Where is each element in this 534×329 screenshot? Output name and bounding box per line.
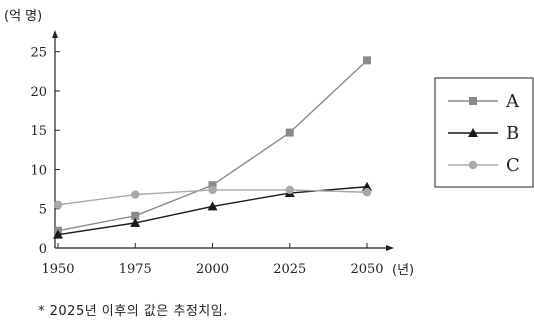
series-a-point xyxy=(131,211,140,220)
legend-item-a: A xyxy=(448,91,520,112)
legend-square-icon xyxy=(469,97,477,105)
y-tick-label: 0 xyxy=(39,242,47,257)
series-b-point xyxy=(207,201,218,211)
series-b-point xyxy=(53,229,63,239)
legend-label: A xyxy=(505,91,520,112)
footnote: * 2025년 이후의 값은 추정치임. xyxy=(38,304,228,319)
series-c xyxy=(53,185,372,210)
legend-item-b: B xyxy=(448,123,519,144)
series-b-point xyxy=(130,217,141,227)
y-tick-label: 25 xyxy=(30,46,47,61)
series-c-point xyxy=(362,188,372,197)
x-tick-label: 2025 xyxy=(273,262,306,277)
x-axis-arrow-icon xyxy=(386,245,394,251)
x-axis-unit-label: (년) xyxy=(392,263,414,278)
x-tick-label: 2050 xyxy=(350,262,383,277)
legend-triangle-icon xyxy=(468,128,478,137)
legend-circle-icon xyxy=(468,160,478,170)
y-tick-label: 20 xyxy=(30,85,47,100)
y-tick-label: 15 xyxy=(30,124,47,139)
series-c-point xyxy=(285,185,294,195)
series-a-point xyxy=(285,128,294,137)
legend: ABC xyxy=(434,77,534,188)
series-b-point xyxy=(362,181,372,191)
y-axis-arrow-icon xyxy=(52,30,58,38)
x-axis xyxy=(55,245,394,251)
y-axis xyxy=(52,30,58,248)
series-c-point xyxy=(131,190,140,199)
series-a-point xyxy=(363,56,371,65)
x-ticks: 1950 1975 2000 2025 2050 xyxy=(41,243,384,277)
x-tick-label: 2000 xyxy=(196,262,229,277)
series-a-point xyxy=(208,181,217,190)
legend-label: B xyxy=(506,123,519,144)
series-c-point xyxy=(208,185,217,195)
legend-label: C xyxy=(506,155,520,176)
y-tick-label: 5 xyxy=(39,203,47,218)
x-tick-label: 1950 xyxy=(41,262,74,277)
y-ticks: 0 5 10 15 20 25 xyxy=(30,46,60,257)
y-axis-unit-label: (억 명) xyxy=(4,9,42,24)
series-layer xyxy=(53,56,372,239)
x-tick-label: 1975 xyxy=(119,262,152,277)
legend-item-c: C xyxy=(448,155,520,176)
series-c-point xyxy=(53,200,63,210)
y-tick-label: 10 xyxy=(30,163,47,178)
